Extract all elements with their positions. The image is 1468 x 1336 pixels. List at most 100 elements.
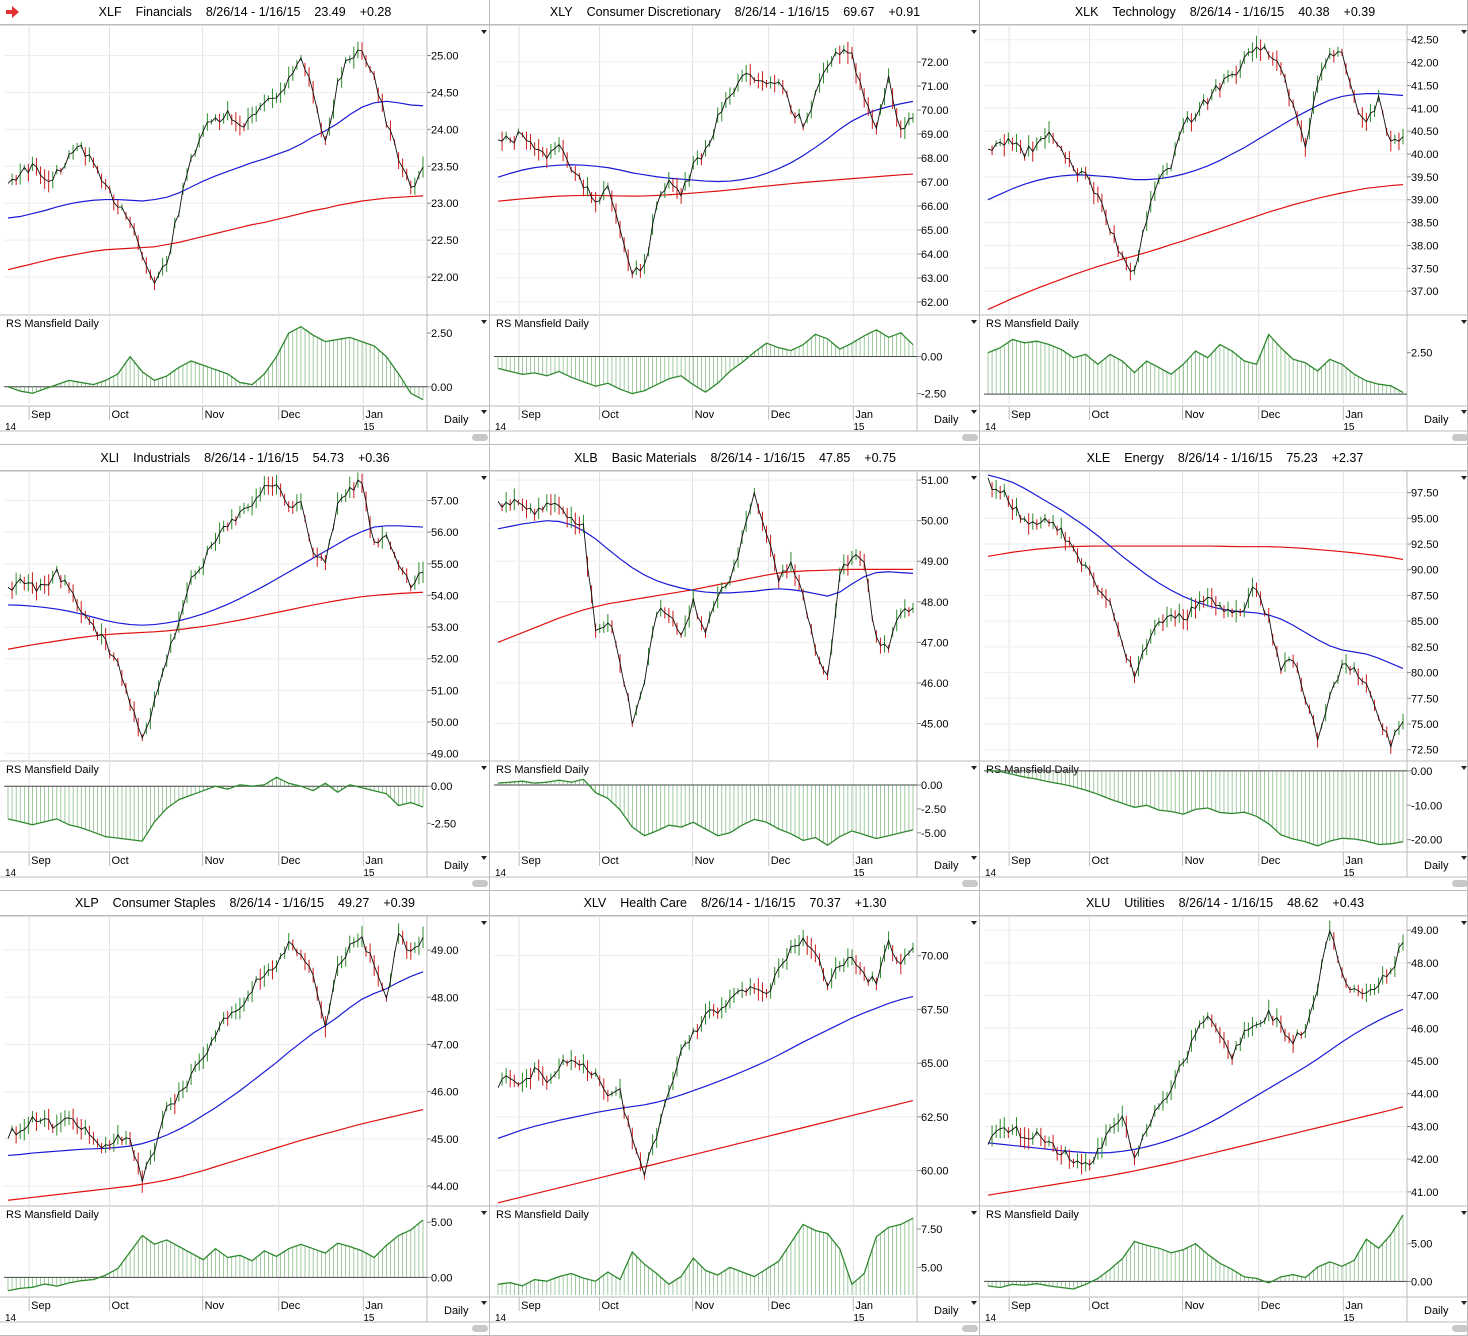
chart-panel-xlu[interactable]: XLU Utilities 8/26/14 - 1/16/15 48.62 +0.43 4… <box>980 891 1468 1336</box>
scroll-grip[interactable] <box>1452 434 1467 441</box>
y-tick-label: 24.50 <box>431 87 459 99</box>
period-label[interactable]: Daily <box>444 414 469 426</box>
menu-triangle-icon[interactable] <box>971 1301 977 1305</box>
menu-triangle-icon[interactable] <box>1461 476 1467 480</box>
menu-triangle-icon[interactable] <box>1461 1211 1467 1215</box>
rs-histogram <box>497 329 914 394</box>
y-tick-label: 43.00 <box>1411 1121 1439 1133</box>
symbol-label: XLY <box>549 5 573 19</box>
y-tick-label: 44.00 <box>431 1181 459 1193</box>
menu-triangle-icon[interactable] <box>971 410 977 414</box>
y-tick-label: 60.00 <box>921 1166 949 1178</box>
menu-triangle-icon[interactable] <box>1461 320 1467 324</box>
period-label[interactable]: Daily <box>1424 1305 1449 1317</box>
chart-panel-xlp[interactable]: XLP Consumer Staples 8/26/14 - 1/16/15 49.2… <box>0 891 490 1336</box>
period-label[interactable]: Daily <box>934 860 959 872</box>
period-label[interactable]: Daily <box>934 414 959 426</box>
y-tick-label: 75.00 <box>1411 719 1439 731</box>
rs-line <box>7 1219 424 1292</box>
y-tick-label: 23.00 <box>431 198 459 210</box>
menu-triangle-icon[interactable] <box>971 856 977 860</box>
month-label: Jan <box>365 1300 383 1312</box>
chart-svg: 41.00 42.00 43.00 44.00 45.00 46.00 47.00 48.00… <box>980 915 1467 1324</box>
rs-histogram <box>987 334 1404 395</box>
month-label: Jan <box>365 409 383 421</box>
y-tick-label: 92.50 <box>1411 539 1439 551</box>
month-label: Jan <box>855 1300 873 1312</box>
menu-triangle-icon[interactable] <box>481 856 487 860</box>
scroll-grip[interactable] <box>962 1325 978 1332</box>
y-tick-label: 22.00 <box>431 272 459 284</box>
long-moving-average-line <box>497 1099 914 1204</box>
chart-panel-xle[interactable]: XLE Energy 8/26/14 - 1/16/15 75.23 +2.37 72.5… <box>980 446 1468 891</box>
menu-triangle-icon[interactable] <box>481 30 487 34</box>
menu-triangle-icon[interactable] <box>971 1211 977 1215</box>
chart-panel-xlk[interactable]: XLK Technology 8/26/14 - 1/16/15 40.38 +0.39… <box>980 0 1468 445</box>
menu-triangle-icon[interactable] <box>481 476 487 480</box>
scroll-grip[interactable] <box>1452 880 1467 887</box>
y-tick-label: 70.00 <box>921 951 949 963</box>
date-range: 8/26/14 - 1/16/15 <box>700 896 796 910</box>
rs-tick-label: 0.00 <box>431 1272 452 1284</box>
scroll-grip[interactable] <box>1452 1325 1467 1332</box>
chart-svg: 44.00 45.00 46.00 47.00 48.00 49.00 RS Mansfie… <box>0 915 489 1324</box>
menu-triangle-icon[interactable] <box>971 921 977 925</box>
close-price-line <box>497 48 914 276</box>
rs-tick-label: -2.50 <box>431 818 456 830</box>
month-label: Nov <box>695 409 715 421</box>
last-price: 49.27 <box>338 896 370 910</box>
chart-panel-xli[interactable]: XLI Industrials 8/26/14 - 1/16/15 54.73 +0.3… <box>0 446 490 891</box>
menu-triangle-icon[interactable] <box>1461 30 1467 34</box>
y-tick-label: 64.00 <box>921 249 949 261</box>
y-tick-label: 50.00 <box>921 516 949 528</box>
chart-panel-xlf[interactable]: XLF Financials 8/26/14 - 1/16/15 23.49 +0.28… <box>0 0 490 445</box>
period-label[interactable]: Daily <box>444 860 469 872</box>
rs-title: RS Mansfield Daily <box>6 1209 99 1221</box>
close-price-line <box>987 45 1404 273</box>
price-change: +1.30 <box>854 896 887 910</box>
scroll-grip[interactable] <box>472 434 488 441</box>
menu-triangle-icon[interactable] <box>481 1301 487 1305</box>
rs-line <box>7 776 424 842</box>
y-tick-label: 97.50 <box>1411 488 1439 500</box>
scroll-grip[interactable] <box>962 880 978 887</box>
menu-triangle-icon[interactable] <box>971 320 977 324</box>
period-label[interactable]: Daily <box>1424 860 1449 872</box>
scroll-grip[interactable] <box>472 880 488 887</box>
menu-triangle-icon[interactable] <box>1461 1301 1467 1305</box>
chart-panel-xlb[interactable]: XLB Basic Materials 8/26/14 - 1/16/15 47.85… <box>490 446 980 891</box>
close-price-line <box>7 49 424 285</box>
menu-triangle-icon[interactable] <box>1461 921 1467 925</box>
symbol-label: XLF <box>98 5 122 19</box>
period-label[interactable]: Daily <box>1424 414 1449 426</box>
menu-triangle-icon[interactable] <box>481 766 487 770</box>
menu-triangle-icon[interactable] <box>481 1211 487 1215</box>
menu-triangle-icon[interactable] <box>481 921 487 925</box>
year-label: 15 <box>853 868 865 879</box>
menu-triangle-icon[interactable] <box>1461 766 1467 770</box>
period-label[interactable]: Daily <box>934 1305 959 1317</box>
chart-panel-xlv[interactable]: XLV Health Care 8/26/14 - 1/16/15 70.37 +1.3… <box>490 891 980 1336</box>
y-tick-label: 70.00 <box>921 105 949 117</box>
menu-triangle-icon[interactable] <box>1461 856 1467 860</box>
menu-triangle-icon[interactable] <box>971 766 977 770</box>
y-tick-label: 82.50 <box>1411 642 1439 654</box>
long-moving-average-line <box>987 184 1404 310</box>
y-tick-label: 63.00 <box>921 273 949 285</box>
menu-triangle-icon[interactable] <box>481 320 487 324</box>
y-tick-label: 69.00 <box>921 129 949 141</box>
month-label: Sep <box>521 1300 541 1312</box>
scroll-grip[interactable] <box>962 434 978 441</box>
price-bars <box>11 472 424 742</box>
menu-triangle-icon[interactable] <box>1461 410 1467 414</box>
flag-arrow-icon[interactable] <box>6 6 19 18</box>
y-tick-label: 39.50 <box>1411 172 1439 184</box>
scroll-grip[interactable] <box>472 1325 488 1332</box>
chart-panel-xly[interactable]: XLY Consumer Discretionary 8/26/14 - 1/16/… <box>490 0 980 445</box>
menu-triangle-icon[interactable] <box>971 30 977 34</box>
rs-line <box>497 1217 914 1287</box>
menu-triangle-icon[interactable] <box>481 410 487 414</box>
period-label[interactable]: Daily <box>444 1305 469 1317</box>
month-label: Oct <box>112 855 129 867</box>
menu-triangle-icon[interactable] <box>971 476 977 480</box>
